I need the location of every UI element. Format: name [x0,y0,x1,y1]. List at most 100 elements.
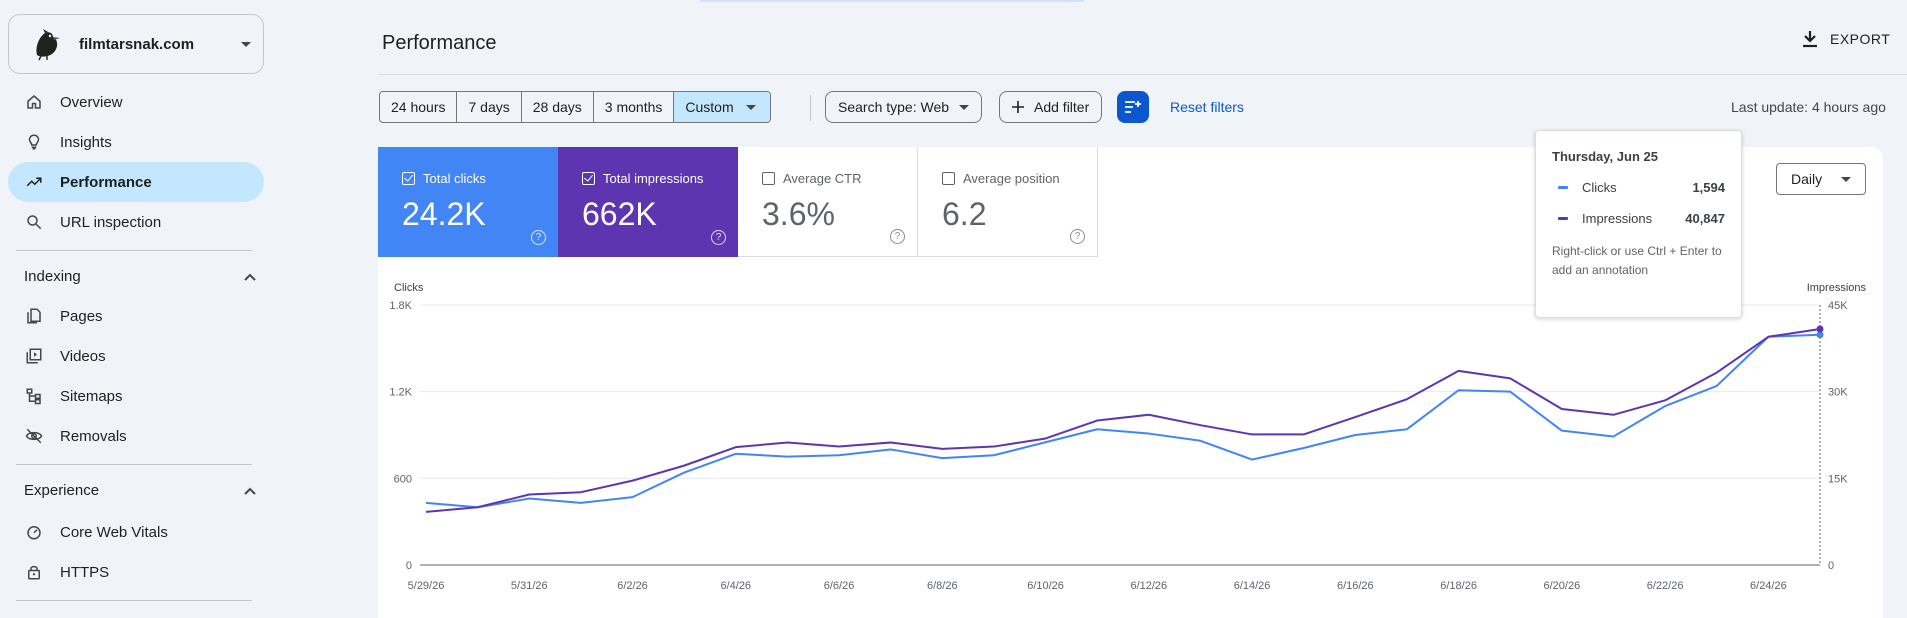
help-icon[interactable]: ? [531,230,546,245]
metric-total-clicks[interactable]: Total clicks 24.2K ? [378,147,558,257]
search-type-label: Search type: Web [838,99,950,115]
trending-up-icon [24,172,44,192]
y-tick-label-right: 45K [1828,300,1848,312]
sidebar-item-label: Overview [60,93,123,111]
help-icon[interactable]: ? [890,229,905,244]
chevron-up-icon [244,487,256,495]
search-type-filter[interactable]: Search type: Web [825,91,983,123]
help-icon[interactable]: ? [711,230,726,245]
y-tick-label-left: 1.8K [389,300,412,312]
help-icon[interactable]: ? [1070,229,1085,244]
sidebar-item-label: Insights [60,133,112,151]
sidebar-item-label: Sitemaps [60,387,123,405]
series-point-clicks [1816,331,1824,339]
video-library-icon [24,346,44,366]
filter-settings-button[interactable] [1117,91,1149,123]
metric-label: Average CTR [783,171,862,186]
sidebar-item-pages[interactable]: Pages [8,296,264,336]
sidebar-item-label: Core Web Vitals [60,523,168,541]
sidebar-divider [16,464,252,465]
range-custom[interactable]: Custom [674,92,770,122]
pages-icon [24,306,44,326]
y-tick-label-right: 15K [1828,473,1848,485]
section-experience[interactable]: Experience [24,482,256,499]
lightbulb-icon [24,132,44,152]
property-name: filmtarsnak.com [79,35,195,53]
filter-separator [810,95,811,121]
sidebar-item-removals[interactable]: Removals [8,416,264,456]
date-range-selector: 24 hours 7 days 28 days 3 months Custom [379,91,771,123]
y-axis-label-left: Clicks [394,282,424,294]
tooltip-label: Clicks [1582,180,1617,195]
x-tick-label: 5/29/26 [408,580,445,592]
chevron-up-icon [244,273,256,281]
metric-value: 3.6% [762,196,835,232]
tooltip-value: 1,594 [1692,180,1725,195]
performance-chart[interactable]: 0 0 600 15K 1.2K 30K 1.8K 45K Clicks Impressions 5… [378,275,1883,605]
y-tick-label-left: 600 [394,473,412,485]
chevron-down-icon [1841,176,1851,182]
metric-average-position[interactable]: Average position 6.2 ? [918,147,1098,257]
add-filter-label: Add filter [1034,99,1090,115]
sidebar-item-videos[interactable]: Videos [8,336,264,376]
series-point-impressions [1816,325,1824,333]
range-28-days[interactable]: 28 days [522,92,594,122]
metric-total-impressions[interactable]: Total impressions 662K ? [558,147,738,257]
checkbox-checked-icon[interactable] [402,172,415,185]
sidebar-divider [16,250,252,251]
sidebar-item-performance[interactable]: Performance [8,162,264,202]
granularity-select[interactable]: Daily [1776,163,1866,195]
sidebar-divider [16,600,252,601]
export-label: EXPORT [1830,31,1891,47]
search-icon [24,212,44,232]
metric-value: 6.2 [942,196,987,232]
speed-icon [24,522,44,542]
range-3-months[interactable]: 3 months [594,92,675,122]
sidebar-item-sitemaps[interactable]: Sitemaps [8,376,264,416]
sidebar-item-core-web-vitals[interactable]: Core Web Vitals [8,512,264,552]
section-label: Indexing [24,268,81,285]
sidebar-item-overview[interactable]: Overview [8,82,264,122]
progress-accent [700,0,1084,2]
sidebar-item-https[interactable]: HTTPS [8,552,264,592]
tooltip-hint: Right-click or use Ctrl + Enter to add a… [1552,244,1722,277]
sidebar-item-insights[interactable]: Insights [8,122,264,162]
sidebar-item-label: HTTPS [60,563,110,581]
checkbox-checked-icon[interactable] [582,172,595,185]
granularity-label: Daily [1791,171,1823,187]
range-custom-label: Custom [685,99,734,115]
last-update-text: Last update: 4 hours ago [1731,99,1886,115]
range-7-days[interactable]: 7 days [457,92,522,122]
section-indexing[interactable]: Indexing [24,268,256,285]
checkbox-unchecked-icon[interactable] [762,172,775,185]
x-tick-label: 6/22/26 [1647,580,1684,592]
download-icon [1803,31,1817,48]
property-selector[interactable]: filmtarsnak.com [8,14,264,74]
metric-label: Average position [963,171,1060,186]
lock-icon [24,562,44,582]
header-divider [378,74,1907,75]
reset-filters-link[interactable]: Reset filters [1170,99,1244,115]
x-tick-label: 6/18/26 [1440,580,1477,592]
chevron-down-icon [959,104,970,110]
metric-label: Total clicks [423,171,486,186]
tooltip-row-clicks: Clicks 1,594 [1552,180,1725,195]
y-tick-label-right: 0 [1828,560,1834,572]
range-24-hours[interactable]: 24 hours [380,92,458,122]
x-tick-label: 6/20/26 [1544,580,1581,592]
chart-tooltip: Thursday, Jun 25 Clicks 1,594 Impression… [1535,130,1742,318]
metric-label: Total impressions [603,171,704,186]
sidebar-item-url-inspection[interactable]: URL inspection [8,202,264,242]
add-filter-button[interactable]: Add filter [999,91,1103,123]
metric-average-ctr[interactable]: Average CTR 3.6% ? [738,147,918,257]
property-logo [36,29,60,61]
x-tick-label: 5/31/26 [511,580,548,592]
x-tick-label: 6/10/26 [1027,580,1064,592]
home-icon [24,92,44,112]
section-label: Experience [24,482,100,499]
sidebar: filmtarsnak.com Overview Insights Perfor… [0,0,264,618]
checkbox-unchecked-icon[interactable] [942,172,955,185]
export-button[interactable]: EXPORT [1802,30,1890,48]
x-tick-label: 6/6/26 [824,580,855,592]
sitemap-icon [24,386,44,406]
